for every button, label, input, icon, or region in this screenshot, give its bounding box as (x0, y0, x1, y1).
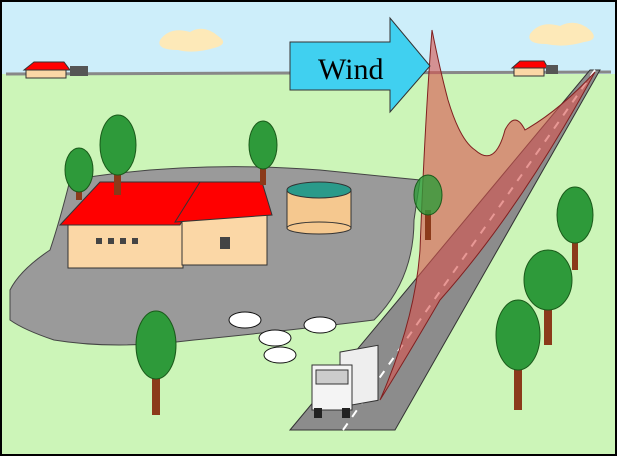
page: {"labels": {"wind": "Wind"}} Wind (0, 0, 617, 456)
barn (60, 182, 272, 268)
wind-label: Wind (318, 53, 383, 86)
illustration: Wind (0, 0, 617, 456)
slurry-tank (287, 182, 351, 234)
